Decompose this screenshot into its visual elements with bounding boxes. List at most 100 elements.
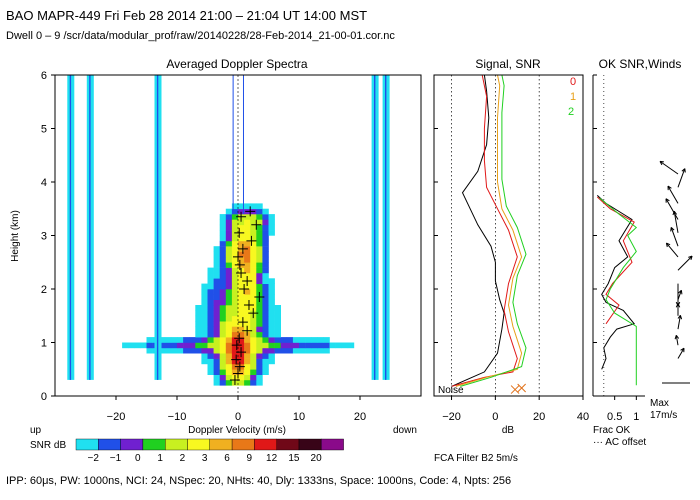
snr-cell (219, 353, 227, 359)
snr-cell (231, 240, 239, 247)
snr-cell (213, 331, 220, 338)
snr-cell (201, 315, 208, 322)
snr-cell (219, 315, 227, 322)
snr-cell (250, 379, 257, 386)
snr-cell (268, 347, 275, 354)
spectra-title: Averaged Doppler Spectra (166, 57, 308, 71)
snr-cell (219, 278, 227, 284)
snr-cell (219, 310, 227, 317)
snr-cell (201, 358, 208, 365)
snr-cell (256, 326, 263, 333)
snr-cell (244, 369, 251, 375)
snr-cell (201, 331, 208, 338)
snr-cell (256, 272, 263, 279)
snr-cell (225, 374, 233, 381)
snr-cell (225, 294, 233, 300)
wind-vector (677, 168, 686, 188)
snr-cell (250, 256, 257, 263)
snr-cell (262, 353, 269, 359)
snr-cell (262, 326, 269, 333)
snr-cell (225, 262, 233, 268)
snr-cell (219, 235, 227, 242)
wind-vector (670, 227, 679, 247)
snr-cell (244, 289, 251, 295)
wind-vector (659, 160, 679, 175)
snr-cell (256, 283, 263, 290)
snr-cell (225, 363, 233, 370)
up-label: up (30, 425, 42, 436)
velocity-cross (237, 317, 248, 328)
colorbar-swatch (209, 438, 233, 451)
colorbar-swatch (164, 438, 188, 451)
snr-cell (201, 289, 208, 295)
snr-axes: −20 0 20 40 (434, 74, 589, 423)
snr-cell (219, 289, 227, 295)
snr-cell (225, 208, 233, 215)
snr-cell (219, 214, 227, 220)
snr-cell (244, 353, 251, 359)
snr-cell (238, 203, 245, 210)
snr-cell (225, 267, 233, 274)
snr-cell (280, 342, 288, 349)
wind-arrowhead (675, 301, 681, 306)
noise-marker (510, 385, 520, 394)
snr-cell (177, 337, 184, 343)
snr-cell (207, 294, 214, 300)
snr-cell (262, 262, 269, 268)
snr-cell (207, 272, 214, 279)
max-label: Max (650, 398, 669, 409)
snr-cell (213, 347, 220, 354)
noise-marker (517, 383, 527, 393)
snr-cell (238, 374, 245, 381)
snr-cell (238, 358, 245, 365)
snr-cell (256, 224, 263, 231)
velocity-cross (246, 235, 257, 246)
snr-cell (170, 347, 178, 354)
snr-cell (219, 230, 227, 236)
snr-cell (231, 337, 239, 343)
snr-cell (213, 262, 220, 268)
snr-cell (268, 224, 275, 231)
snr-cell (292, 347, 300, 354)
snr-cell (244, 267, 251, 274)
snr-cell (201, 337, 208, 343)
snr-cell (238, 224, 245, 231)
snr-cell (244, 358, 251, 365)
snr-cell (250, 353, 257, 359)
snr-cell (231, 256, 239, 263)
snr-cell (134, 342, 141, 349)
db-tick-label: 0 (492, 411, 498, 423)
snr-cell (213, 267, 220, 274)
snr-cell (250, 203, 257, 210)
snr-cell (225, 272, 233, 279)
snr-cell (225, 342, 233, 349)
snr-cell (231, 246, 239, 252)
snr-cell (286, 347, 294, 354)
velocity-cross (248, 308, 259, 319)
snr-cell (256, 305, 263, 311)
snr-cell (195, 337, 202, 343)
snr-cell (268, 283, 275, 290)
snr-cell (225, 235, 233, 242)
snr-colorbar: −2 −1 0 1 2 3 6 9 12 15 20 (75, 438, 344, 464)
snr-cell (262, 246, 269, 252)
snr-cell (213, 310, 220, 317)
spectra-clutter-lines (67, 75, 390, 396)
snr-cell (201, 347, 208, 354)
snr-cell (213, 374, 220, 381)
snr-cell (219, 267, 227, 274)
snr-cell (274, 321, 281, 327)
wind-arrowhead (665, 198, 670, 203)
snr-cell (299, 342, 306, 349)
snr-cell (256, 369, 263, 375)
legend-2: 2 (568, 106, 574, 118)
snr-cell (219, 379, 227, 386)
wind-barbs (659, 160, 693, 384)
frac-ok-profiles (596, 195, 638, 386)
snr-cell (262, 283, 269, 290)
colorbar-tick-label: 9 (247, 453, 253, 464)
wind-arrowhead (665, 242, 671, 248)
snr-cell (225, 246, 233, 252)
snr-cell (213, 283, 220, 290)
snr-cell (256, 299, 263, 306)
